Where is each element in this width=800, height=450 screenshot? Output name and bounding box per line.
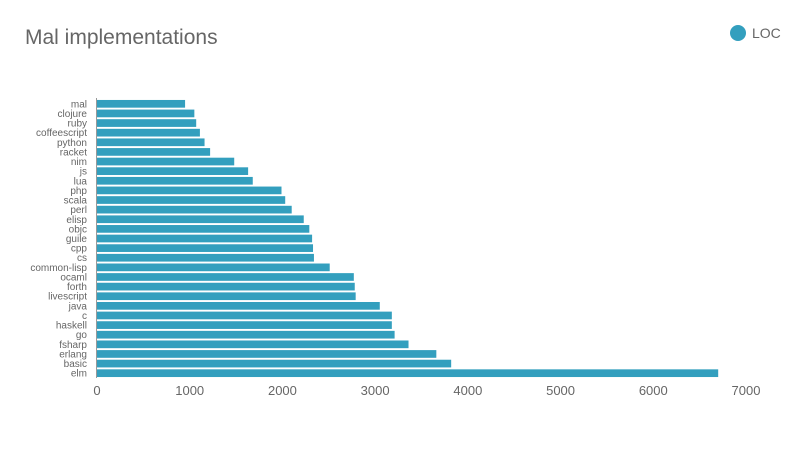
y-label-ruby: ruby xyxy=(68,119,87,130)
chart-title: Mal implementations xyxy=(25,26,218,49)
y-label-lua: lua xyxy=(74,176,88,187)
bar-erlang[interactable] xyxy=(97,350,437,358)
bar-lua[interactable] xyxy=(97,176,253,185)
bar-nim[interactable] xyxy=(97,157,235,166)
bars xyxy=(97,99,719,378)
y-label-guile: guile xyxy=(66,234,88,245)
y-label-racket: racket xyxy=(60,147,87,158)
y-label-coffeescript: coffeescript xyxy=(36,128,87,139)
x-tick-3000: 3000 xyxy=(361,383,390,398)
y-label-basic: basic xyxy=(64,359,87,370)
x-tick-4000: 4000 xyxy=(453,383,482,398)
bar-haskell[interactable] xyxy=(97,321,392,329)
bar-scala[interactable] xyxy=(97,196,286,204)
x-tick-1000: 1000 xyxy=(175,383,204,398)
y-label-elisp: elisp xyxy=(66,215,87,226)
y-label-mal: mal xyxy=(71,99,87,110)
y-axis-labels: malclojurerubycoffeescriptpythonracketni… xyxy=(30,99,87,379)
y-label-cpp: cpp xyxy=(71,244,88,255)
bar-coffeescript[interactable] xyxy=(97,128,200,137)
y-label-go: go xyxy=(76,330,88,341)
y-label-objc: objc xyxy=(69,224,87,235)
bar-ruby[interactable] xyxy=(97,119,197,127)
bar-guile[interactable] xyxy=(97,234,313,243)
y-label-java: java xyxy=(68,301,88,312)
y-label-elm: elm xyxy=(71,369,87,380)
bar-basic[interactable] xyxy=(97,359,452,368)
bar-java[interactable] xyxy=(97,302,380,310)
y-label-clojure: clojure xyxy=(58,109,88,120)
x-tick-6000: 6000 xyxy=(639,383,668,398)
bar-clojure[interactable] xyxy=(97,109,195,118)
x-axis-ticks: 0 1000 2000 3000 4000 5000 6000 7000 xyxy=(93,383,760,398)
legend-swatch-loc xyxy=(730,25,746,41)
bar-racket[interactable] xyxy=(97,148,211,156)
legend-label-loc: LOC xyxy=(752,25,781,41)
y-label-haskell: haskell xyxy=(56,321,87,332)
y-label-livescript: livescript xyxy=(48,292,87,303)
y-label-common-lisp: common-lisp xyxy=(30,263,87,274)
y-label-php: php xyxy=(70,186,87,197)
bar-c[interactable] xyxy=(97,311,392,320)
y-label-nim: nim xyxy=(71,157,87,168)
bar-elisp[interactable] xyxy=(97,215,304,224)
y-label-fsharp: fsharp xyxy=(59,340,87,351)
y-label-js: js xyxy=(79,167,87,178)
y-label-erlang: erlang xyxy=(59,349,87,360)
bar-common-lisp[interactable] xyxy=(97,263,330,272)
bar-cs[interactable] xyxy=(97,253,314,262)
bar-fsharp[interactable] xyxy=(97,340,409,349)
bar-elm[interactable] xyxy=(97,369,719,378)
x-tick-0: 0 xyxy=(93,383,100,398)
bar-forth[interactable] xyxy=(97,282,355,291)
x-tick-7000: 7000 xyxy=(732,383,761,398)
bar-php[interactable] xyxy=(97,186,282,195)
bar-perl[interactable] xyxy=(97,205,292,214)
y-label-cs: cs xyxy=(77,253,87,264)
bar-python[interactable] xyxy=(97,138,205,147)
x-tick-5000: 5000 xyxy=(546,383,575,398)
bar-go[interactable] xyxy=(97,330,395,339)
legend: LOC xyxy=(730,25,781,41)
y-label-forth: forth xyxy=(67,282,87,293)
bar-objc[interactable] xyxy=(97,225,310,233)
bar-livescript[interactable] xyxy=(97,292,356,301)
bar-js[interactable] xyxy=(97,167,249,176)
bar-mal[interactable] xyxy=(97,99,186,108)
y-label-python: python xyxy=(57,138,87,149)
x-tick-2000: 2000 xyxy=(268,383,297,398)
y-label-perl: perl xyxy=(70,205,87,216)
bar-cpp[interactable] xyxy=(97,244,314,252)
y-label-c: c xyxy=(82,311,87,322)
bar-ocaml[interactable] xyxy=(97,273,354,281)
y-label-scala: scala xyxy=(64,196,88,207)
y-label-ocaml: ocaml xyxy=(60,272,87,283)
